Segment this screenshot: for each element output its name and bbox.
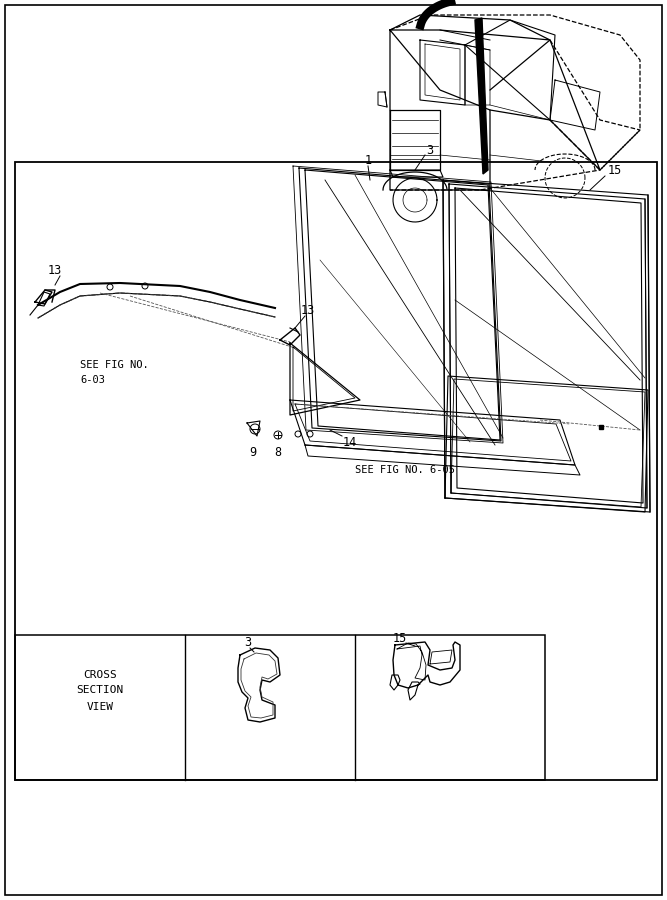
Text: 8: 8 (274, 446, 281, 460)
Text: 14: 14 (343, 436, 357, 448)
Bar (15, 635, 545, 780)
Text: 1: 1 (364, 154, 372, 166)
Text: 3: 3 (244, 635, 251, 649)
Text: SEE FIG NO.: SEE FIG NO. (80, 360, 149, 370)
Text: 3: 3 (426, 143, 434, 157)
Text: SECTION: SECTION (77, 685, 123, 695)
Text: 13: 13 (48, 264, 62, 276)
Text: 9: 9 (249, 446, 257, 460)
Text: 15: 15 (608, 164, 622, 176)
Text: 6-03: 6-03 (80, 375, 105, 385)
Bar (15, 162, 657, 780)
Text: 13: 13 (301, 303, 315, 317)
Text: VIEW: VIEW (87, 702, 113, 712)
Text: SEE FIG NO. 6-05: SEE FIG NO. 6-05 (355, 465, 455, 475)
Text: CROSS: CROSS (83, 670, 117, 680)
Polygon shape (475, 18, 488, 174)
Text: 15: 15 (393, 632, 407, 644)
